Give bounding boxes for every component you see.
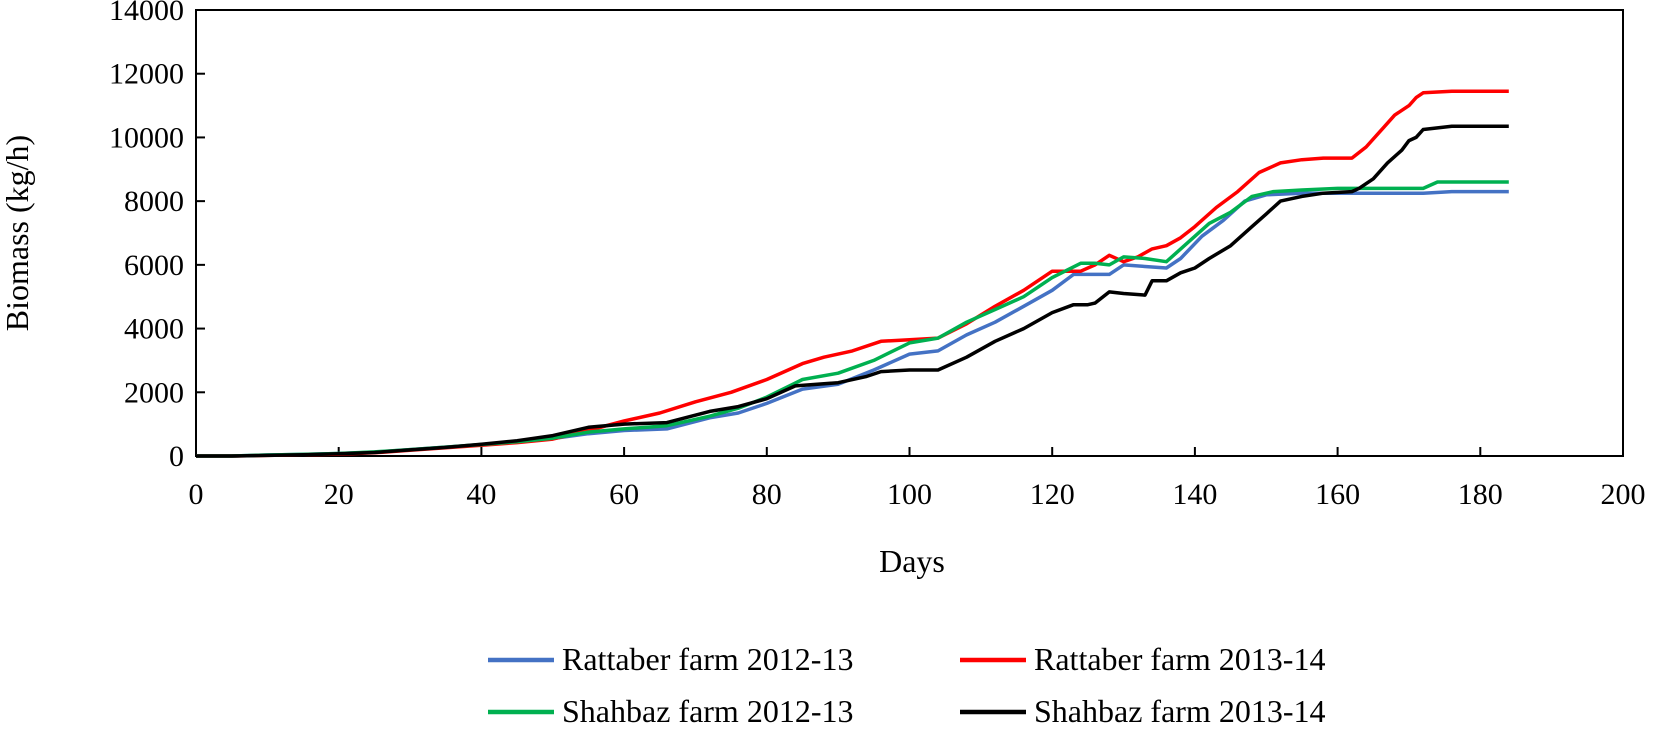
x-axis-title: Days: [879, 543, 945, 579]
y-tick-label: 14000: [109, 0, 184, 27]
x-tick-label: 180: [1458, 478, 1503, 511]
x-tick-label: 140: [1172, 478, 1217, 511]
x-tick-label: 160: [1315, 478, 1360, 511]
y-tick-label: 6000: [124, 249, 184, 282]
x-axis-ticks: 0 20 40 60 80 100 120 140 160 180 200: [189, 447, 1646, 511]
plot-frame: [195, 9, 1624, 457]
y-tick-label: 10000: [109, 121, 184, 154]
y-tick-label: 8000: [124, 185, 184, 218]
x-tick-label: 200: [1601, 478, 1646, 511]
legend: Rattaber farm 2012-13 Rattaber farm 2013-…: [488, 641, 1325, 729]
series-line-4: [196, 124, 1509, 458]
legend-label-3: Shahbaz farm 2012-13: [562, 693, 853, 729]
series-lines: [196, 89, 1509, 458]
x-tick-label: 80: [752, 478, 782, 511]
x-tick-label: 20: [324, 478, 354, 511]
y-axis-title: Biomass (kg/h): [0, 135, 35, 331]
series-line-2: [196, 89, 1509, 458]
y-tick-label: 4000: [124, 313, 184, 346]
legend-label-1: Rattaber farm 2012-13: [562, 641, 853, 677]
y-tick-label: 0: [169, 440, 184, 473]
x-tick-label: 0: [189, 478, 204, 511]
series-line-1: [196, 189, 1509, 458]
y-tick-label: 12000: [109, 58, 184, 91]
x-tick-label: 120: [1030, 478, 1075, 511]
y-axis-ticks: 0 2000 4000 6000 8000 10000 12000 14000: [109, 0, 205, 473]
x-tick-label: 40: [466, 478, 496, 511]
x-tick-label: 60: [609, 478, 639, 511]
legend-label-4: Shahbaz farm 2013-14: [1034, 693, 1325, 729]
series-line-3: [196, 180, 1509, 458]
y-tick-label: 2000: [124, 376, 184, 409]
x-tick-label: 100: [887, 478, 932, 511]
legend-label-2: Rattaber farm 2013-14: [1034, 641, 1325, 677]
